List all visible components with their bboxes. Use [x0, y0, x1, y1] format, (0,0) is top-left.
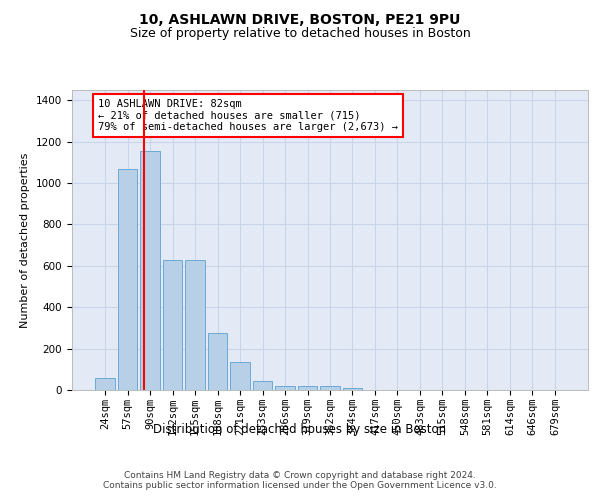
Bar [253, 380, 272, 390]
Bar [95, 378, 115, 390]
Bar [275, 386, 295, 390]
Bar [140, 151, 160, 390]
Text: Distribution of detached houses by size in Boston: Distribution of detached houses by size … [154, 422, 446, 436]
Text: 10 ASHLAWN DRIVE: 82sqm
← 21% of detached houses are smaller (715)
79% of semi-d: 10 ASHLAWN DRIVE: 82sqm ← 21% of detache… [98, 99, 398, 132]
Bar [208, 333, 227, 390]
Bar [343, 388, 362, 390]
Bar [163, 260, 182, 390]
Text: Size of property relative to detached houses in Boston: Size of property relative to detached ho… [130, 28, 470, 40]
Bar [185, 260, 205, 390]
Bar [320, 386, 340, 390]
Text: 10, ASHLAWN DRIVE, BOSTON, PE21 9PU: 10, ASHLAWN DRIVE, BOSTON, PE21 9PU [139, 12, 461, 26]
Y-axis label: Number of detached properties: Number of detached properties [20, 152, 31, 328]
Bar [230, 362, 250, 390]
Text: Contains HM Land Registry data © Crown copyright and database right 2024.
Contai: Contains HM Land Registry data © Crown c… [103, 470, 497, 490]
Bar [298, 386, 317, 390]
Bar [118, 168, 137, 390]
